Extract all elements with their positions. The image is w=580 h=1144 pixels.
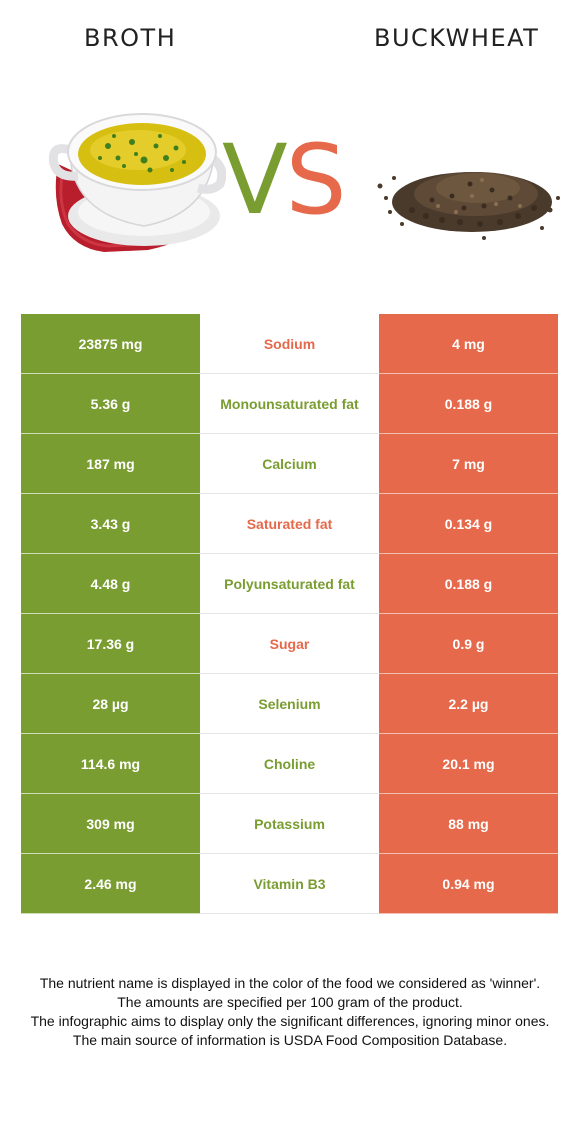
left-food-value: 23875 mg	[21, 314, 200, 374]
vs-v-letter: V	[222, 124, 288, 236]
footer-line-winner: The nutrient name is displayed in the co…	[39, 975, 541, 991]
right-food-value: 0.9 g	[379, 614, 558, 674]
left-food-title: BROTH	[84, 24, 177, 52]
nutrient-name: Sugar	[200, 614, 379, 674]
table-row: 4.48 g Polyunsaturated fat 0.188 g	[21, 554, 558, 614]
table-row: 309 mg Potassium 88 mg	[21, 794, 558, 854]
right-food-value: 2.2 µg	[379, 674, 558, 734]
left-food-value: 114.6 mg	[21, 734, 200, 794]
left-food-value: 28 µg	[21, 674, 200, 734]
table-row: 23875 mg Sodium 4 mg	[21, 314, 558, 374]
left-food-value: 4.48 g	[21, 554, 200, 614]
right-food-value: 0.94 mg	[379, 854, 558, 914]
comparison-table: 23875 mg Sodium 4 mg 5.36 g Monounsaturated …	[21, 314, 558, 914]
left-food-value: 3.43 g	[21, 494, 200, 554]
nutrient-name: Monounsaturated fat	[200, 374, 379, 434]
right-food-value: 4 mg	[379, 314, 558, 374]
nutrient-name: Choline	[200, 734, 379, 794]
nutrient-name: Sodium	[200, 314, 379, 374]
buckwheat-pile-image	[377, 172, 560, 240]
right-food-value: 0.188 g	[379, 554, 558, 614]
footer-line-amounts: The amounts are specified per 100 gram o…	[117, 994, 463, 1010]
footer-line-aims: The infographic aims to display only the…	[30, 1013, 550, 1029]
left-food-value: 309 mg	[21, 794, 200, 854]
table-row: 28 µg Selenium 2.2 µg	[21, 674, 558, 734]
nutrient-name: Vitamin B3	[200, 854, 379, 914]
table-row: 17.36 g Sugar 0.9 g	[21, 614, 558, 674]
right-food-value: 0.188 g	[379, 374, 558, 434]
left-food-value: 17.36 g	[21, 614, 200, 674]
vs-s-letter: S	[285, 124, 347, 236]
nutrient-name: Polyunsaturated fat	[200, 554, 379, 614]
table-row: 2.46 mg Vitamin B3 0.94 mg	[21, 854, 558, 914]
table-row: 3.43 g Saturated fat 0.134 g	[21, 494, 558, 554]
nutrient-name: Saturated fat	[200, 494, 379, 554]
right-food-value: 7 mg	[379, 434, 558, 494]
left-food-value: 187 mg	[21, 434, 200, 494]
left-food-value: 2.46 mg	[21, 854, 200, 914]
right-food-value: 88 mg	[379, 794, 558, 854]
vs-label: VS	[222, 132, 347, 228]
footer-notes: The nutrient name is displayed in the co…	[18, 974, 562, 1050]
right-food-value: 0.134 g	[379, 494, 558, 554]
table-row: 187 mg Calcium 7 mg	[21, 434, 558, 494]
footer-line-source: The main source of information is USDA F…	[72, 1032, 508, 1048]
left-food-value: 5.36 g	[21, 374, 200, 434]
right-food-title: BUCKWHEAT	[374, 24, 540, 52]
nutrient-name: Selenium	[200, 674, 379, 734]
table-row: 114.6 mg Choline 20.1 mg	[21, 734, 558, 794]
right-food-value: 20.1 mg	[379, 734, 558, 794]
table-row: 5.36 g Monounsaturated fat 0.188 g	[21, 374, 558, 434]
nutrient-name: Potassium	[200, 794, 379, 854]
soup-bowl-image	[48, 113, 226, 252]
nutrient-name: Calcium	[200, 434, 379, 494]
